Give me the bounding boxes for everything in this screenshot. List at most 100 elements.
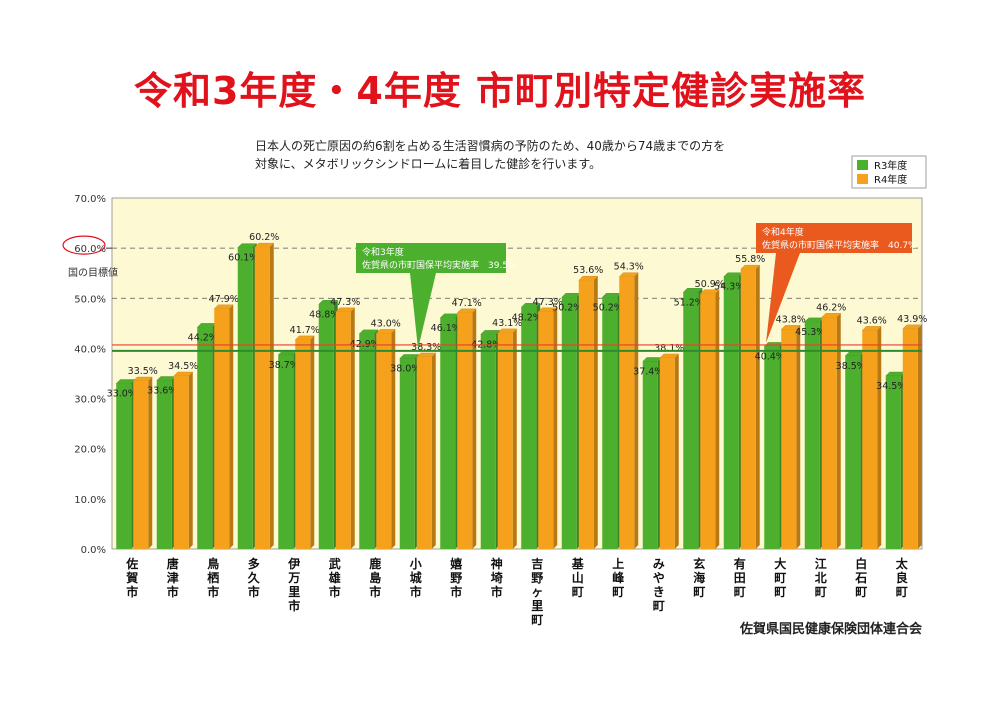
bar-side [917,324,922,549]
subtitle: 日本人の死亡原因の約6割を占める生活習慣病の予防のため、40歳から74歳までの方… [255,137,775,173]
category-label-char: 市 [450,584,462,599]
bar-r3 [723,276,739,549]
category-label-char: 石 [854,571,867,585]
bar-side [350,307,355,549]
y-tick-label: 40.0% [74,344,106,355]
bar-r3 [764,346,780,549]
data-label: 43.8% [776,314,806,325]
bar-side [796,325,801,549]
data-label: 55.8% [735,254,765,265]
category-label-char: み [653,557,665,571]
page-title: 令和3年度・4年度 市町別特定健診実施率 [133,69,867,113]
category-label-char: 多 [248,556,260,571]
category-label-char: 城 [410,570,422,585]
category-label-char: 久 [248,570,261,585]
category-label-char: 良 [896,570,908,585]
bar-r3 [359,333,375,549]
bar-side [553,307,558,549]
callout-r3 [356,243,506,349]
category-label-char: 賀 [125,570,138,585]
bar-r4 [457,312,473,549]
legend-swatch-r3 [857,160,868,170]
data-label: 45.3% [795,327,825,338]
data-label: 47.3% [533,297,563,308]
category-label-char: 野 [531,571,543,585]
bar-side [593,276,598,549]
bar-r3 [683,292,699,549]
bar-side [310,335,315,549]
target-circle [62,235,106,255]
bar-r4 [862,330,878,549]
bar-r3 [602,297,618,549]
bar-r3 [440,317,456,549]
data-label: 48.8% [309,309,339,320]
bar-r3 [318,304,334,549]
data-label: 33.6% [147,386,177,397]
category-label-char: 市 [329,584,341,599]
data-label: 33.5% [128,366,158,377]
data-label: 33.0% [107,389,137,400]
bar-r3 [237,247,253,550]
data-label: 54.3% [614,262,644,273]
bar-r3 [642,361,658,549]
bar-r3 [116,383,132,549]
category-label-char: 大 [774,556,786,571]
category-label-char: 町 [693,585,705,599]
category-label-char: 津 [167,570,179,585]
y-tick-label: 20.0% [74,445,106,456]
category-label-char: ヶ [531,585,543,599]
category-label-char: 島 [369,570,381,585]
bar-side [755,265,760,549]
category-label-char: 伊 [287,556,300,571]
bar-side [188,372,193,549]
bar-r3 [885,376,901,549]
bar-r4 [173,376,189,549]
bar-r4 [295,339,311,549]
data-label: 50.2% [552,302,582,313]
data-label: 51.2% [674,297,704,308]
bar-side [472,308,477,549]
data-label: 53.6% [573,265,603,276]
y-tick-label: 60.0% [74,244,106,255]
category-label-char: 町 [774,571,786,585]
bar-r3 [845,355,861,549]
bar-side [229,304,234,549]
bar-side [836,313,841,549]
bar-side [391,329,396,549]
data-label: 60.2% [249,232,279,243]
bar-r3 [156,380,172,549]
bar-r4 [254,247,270,549]
category-label-char: 町 [612,585,624,599]
category-label-char: き [653,585,665,599]
footer-organization: 佐賀県国民健康保険団体連合会 [739,622,922,637]
data-label: 43.0% [371,318,401,329]
callout-r4 [756,223,912,343]
bar-r3 [561,297,577,549]
data-label: 37.4% [633,366,663,377]
bar-side [674,353,679,549]
data-label: 47.9% [209,294,239,305]
subtitle-line: 日本人の死亡原因の約6割を占める生活習慣病の予防のため、40歳から74歳までの方… [255,139,726,153]
data-label: 43.6% [857,315,887,326]
category-label-char: 市 [126,584,138,599]
category-label-char: 有 [734,556,746,571]
legend-label: R4年度 [874,173,907,186]
category-label-char: 市 [410,584,422,599]
data-label: 38.0% [390,363,420,374]
subtitle-line: 対象に、メタボリックシンドロームに着目した健診を行います。 [255,157,602,171]
bar-r4 [619,276,635,549]
category-label-char: 太 [896,556,909,571]
category-label-char: 栖 [207,570,219,585]
bar-r3 [521,307,537,549]
y-tick-label: 50.0% [74,294,106,305]
legend-label: R3年度 [874,159,907,172]
bar-r3 [197,327,213,549]
category-label-char: 町 [734,585,746,599]
category-label-char: 峰 [612,570,625,585]
y-tick-label: 70.0% [74,194,106,205]
bar-r3 [399,358,415,549]
category-label-char: 嬉 [450,556,462,571]
category-label-char: 町 [531,613,543,627]
category-label-char: 町 [572,585,584,599]
category-label-char: 基 [571,556,585,571]
